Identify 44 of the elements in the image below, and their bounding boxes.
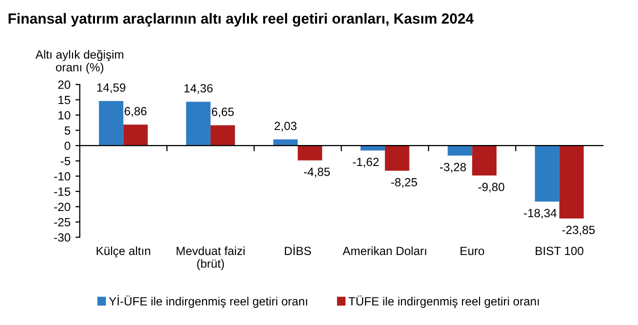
bar <box>186 102 211 146</box>
y-tick-label: 20 <box>58 80 70 89</box>
data-label: -18,34 <box>524 208 557 219</box>
data-label: -1,62 <box>352 158 379 168</box>
data-label: 6,65 <box>212 108 234 118</box>
bar <box>123 124 148 146</box>
x-tick-label: Amerikan Doları <box>342 246 426 256</box>
y-tick-label: 0 <box>64 142 70 150</box>
legend-label: TÜFE ile indirgenmiş reel getiri oranı <box>348 295 539 308</box>
bar <box>210 125 235 146</box>
bar <box>534 146 560 202</box>
y-axis-title: Altı aylık değişim oranı (%) <box>35 50 124 74</box>
data-label: -9,80 <box>478 182 504 193</box>
legend-label: Yİ-ÜFE ile indirgenmiş reel getiri oranı <box>108 295 308 308</box>
bar <box>559 146 584 218</box>
data-label: -4,85 <box>304 168 330 178</box>
chart-title: Finansal yatırım araçlarının altı aylık reel getiri oranları, Kasım 2024 <box>8 13 474 27</box>
bar <box>98 101 124 146</box>
data-label: -8,25 <box>391 178 418 188</box>
data-label: 14,36 <box>184 84 213 94</box>
x-tick-label: Euro <box>460 246 484 256</box>
x-tick-label: BIST 100 <box>536 246 584 256</box>
bar <box>448 146 472 156</box>
data-label: 2,03 <box>274 122 296 132</box>
y-tick-label: -10 <box>54 172 70 181</box>
data-label: 14,59 <box>97 83 126 94</box>
x-tick-label: DİBS <box>284 244 311 256</box>
bar <box>472 146 497 176</box>
y-tick-label: -20 <box>54 202 70 212</box>
y-tick-label: 15 <box>58 96 70 104</box>
bar <box>384 146 410 171</box>
data-label: 6,86 <box>124 107 147 117</box>
y-tick-label: -5 <box>60 157 70 166</box>
y-tick-label: 5 <box>64 126 70 135</box>
x-tick-label: Mevduat faizi (brüt) <box>176 246 245 270</box>
y-tick-label: -15 <box>54 188 70 196</box>
y-tick-label: -30 <box>54 233 70 242</box>
bar <box>298 146 322 160</box>
y-tick-label: -25 <box>54 218 70 226</box>
bar <box>360 146 385 151</box>
y-tick-label: 10 <box>58 111 70 120</box>
data-label: -3,28 <box>440 162 466 173</box>
x-tick-label: Külçe altın <box>96 246 150 258</box>
data-label: -23,85 <box>562 226 595 236</box>
